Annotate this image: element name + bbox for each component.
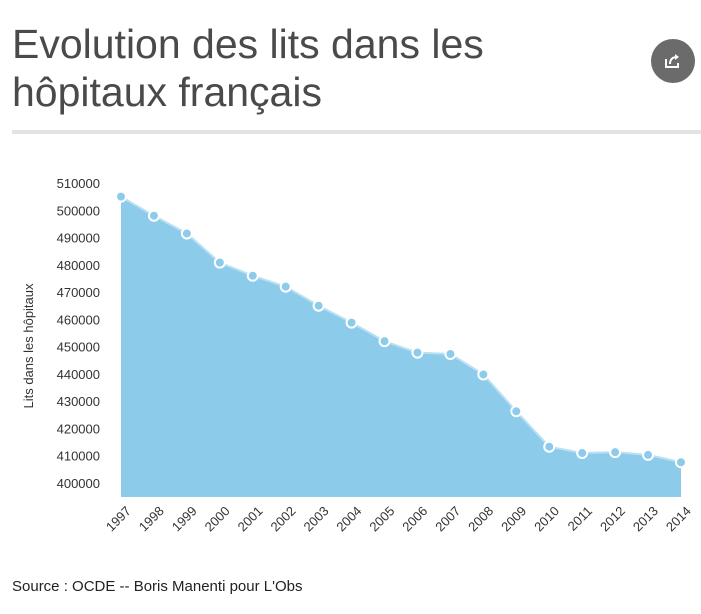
x-tick-label: 2012 (597, 503, 628, 534)
y-axis-ticks: 400000 410000 420000 430000 440000 450000 4600… (57, 176, 100, 491)
x-tick-label: 2002 (268, 503, 299, 534)
x-tick-label: 2010 (531, 503, 562, 534)
data-point-1998 (147, 209, 160, 222)
y-tick-label: 510000 (57, 176, 100, 191)
y-tick-label: 480000 (57, 258, 100, 273)
share-icon (665, 54, 679, 68)
y-tick-label: 420000 (57, 421, 100, 436)
data-point-2000 (213, 256, 226, 269)
data-points (115, 190, 687, 469)
data-point-1997 (115, 190, 127, 203)
source-note: Source : OCDE -- Boris Manenti pour L'Ob… (12, 578, 303, 595)
x-tick-label: 2013 (630, 503, 661, 534)
data-point-2003 (312, 299, 325, 312)
y-tick-label: 410000 (57, 449, 100, 464)
data-point-2005 (378, 335, 391, 348)
x-tick-label: 2007 (432, 503, 463, 534)
data-point-2010 (543, 440, 556, 453)
x-tick-label: 2011 (565, 503, 595, 533)
data-point-1999 (180, 227, 193, 240)
x-tick-label: 2005 (366, 503, 397, 534)
y-tick-label: 400000 (57, 476, 100, 491)
x-tick-label: 2009 (498, 503, 529, 534)
y-tick-label: 500000 (57, 203, 100, 218)
y-tick-label: 470000 (57, 285, 100, 300)
x-tick-label: 1999 (169, 503, 200, 534)
share-button[interactable] (651, 39, 695, 83)
y-tick-label: 440000 (57, 367, 100, 382)
data-point-2011 (576, 447, 589, 459)
data-point-2006 (411, 346, 424, 359)
data-point-2014 (675, 456, 687, 469)
x-tick-label: 2001 (235, 503, 266, 534)
x-tick-label: 2000 (202, 503, 233, 534)
data-point-2013 (642, 448, 655, 461)
x-axis-ticks: 1997 1998 1999 2000 2001 2002 2003 2004 2005 2006… (103, 503, 694, 534)
x-tick-label: 1997 (103, 503, 134, 534)
x-tick-label: 2004 (333, 503, 364, 534)
data-point-2004 (345, 316, 358, 329)
page-title: Evolution des lits dans les hôpitaux fra… (12, 21, 484, 115)
data-point-2009 (510, 405, 523, 418)
y-tick-label: 430000 (57, 394, 100, 409)
title-divider (12, 130, 701, 134)
x-tick-label: 1998 (136, 503, 167, 534)
x-tick-label: 2006 (399, 503, 430, 534)
data-point-2012 (609, 446, 622, 459)
area-fill (121, 196, 681, 498)
y-tick-label: 490000 (57, 231, 100, 246)
y-tick-label: 450000 (57, 340, 100, 355)
data-point-2001 (246, 269, 259, 282)
y-axis-label: Lits dans les hôpitaux (21, 283, 36, 409)
data-point-2007 (444, 348, 457, 360)
y-tick-label: 460000 (57, 312, 100, 327)
area-chart: 400000 410000 420000 430000 440000 450000 4600… (21, 176, 694, 534)
data-point-2008 (477, 368, 490, 381)
x-tick-label: 2014 (663, 503, 694, 534)
x-tick-label: 2003 (300, 503, 331, 534)
x-tick-label: 2008 (465, 503, 496, 534)
data-point-2002 (279, 280, 292, 293)
